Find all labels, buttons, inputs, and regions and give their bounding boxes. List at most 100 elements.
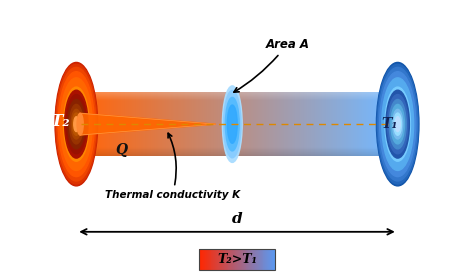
Bar — [97, 92, 98, 156]
Bar — [385, 92, 386, 156]
Bar — [337, 92, 338, 156]
Bar — [247, 249, 249, 270]
Bar — [217, 92, 218, 156]
Bar — [233, 92, 234, 156]
Bar — [224, 249, 225, 270]
Bar — [205, 249, 206, 270]
Ellipse shape — [395, 117, 400, 132]
Bar — [158, 92, 159, 156]
Bar — [147, 92, 148, 156]
Polygon shape — [80, 113, 216, 135]
Bar — [256, 92, 257, 156]
Bar — [274, 92, 275, 156]
Bar — [352, 92, 353, 156]
Bar — [317, 92, 318, 156]
Bar — [217, 249, 219, 270]
Bar — [133, 92, 134, 156]
Bar — [179, 92, 180, 156]
Ellipse shape — [64, 87, 89, 161]
Ellipse shape — [57, 67, 96, 181]
Bar — [194, 92, 195, 156]
Bar — [345, 92, 346, 156]
Bar — [130, 92, 131, 156]
Bar — [210, 249, 212, 270]
Bar — [287, 92, 288, 156]
Bar — [321, 92, 322, 156]
Bar — [92, 92, 93, 156]
Bar — [213, 92, 214, 156]
Bar — [244, 92, 245, 156]
Ellipse shape — [378, 67, 417, 181]
Bar — [228, 249, 230, 270]
Bar — [242, 92, 243, 156]
Bar — [102, 92, 103, 156]
Bar — [355, 92, 356, 156]
Bar — [300, 92, 301, 156]
Bar — [264, 249, 265, 270]
Bar — [251, 92, 252, 156]
Bar — [145, 92, 146, 156]
Bar — [180, 92, 181, 156]
Bar — [153, 92, 155, 156]
Text: Q: Q — [115, 143, 128, 157]
Bar — [169, 92, 171, 156]
Bar — [299, 92, 300, 156]
Bar — [151, 92, 152, 156]
Bar — [252, 249, 254, 270]
Bar — [288, 92, 290, 156]
Bar — [96, 92, 97, 156]
Bar — [197, 92, 198, 156]
Bar — [225, 249, 226, 270]
Bar — [95, 92, 96, 156]
Bar — [155, 92, 156, 156]
Bar — [230, 249, 232, 270]
Ellipse shape — [55, 63, 98, 186]
Bar — [234, 92, 235, 156]
Bar — [199, 249, 275, 270]
Bar — [117, 92, 118, 156]
Bar — [192, 92, 194, 156]
Bar — [238, 92, 239, 156]
Bar — [160, 92, 161, 156]
Bar — [306, 92, 307, 156]
Bar — [171, 92, 172, 156]
Bar — [243, 92, 244, 156]
Bar — [249, 92, 250, 156]
Bar — [257, 249, 258, 270]
Bar — [187, 92, 188, 156]
Bar — [259, 92, 260, 156]
Bar — [356, 92, 357, 156]
Bar — [86, 154, 388, 155]
Bar — [254, 249, 255, 270]
Ellipse shape — [386, 90, 410, 158]
Bar — [163, 92, 164, 156]
Bar — [159, 92, 160, 156]
Ellipse shape — [391, 104, 404, 144]
Text: Thermal conductivity K: Thermal conductivity K — [105, 133, 240, 200]
Bar — [172, 92, 173, 156]
Bar — [234, 249, 236, 270]
Bar — [371, 92, 372, 156]
Bar — [143, 92, 144, 156]
Bar — [89, 92, 90, 156]
Bar — [231, 92, 232, 156]
Text: T₁: T₁ — [381, 117, 397, 131]
Bar — [308, 92, 309, 156]
Bar — [272, 92, 273, 156]
Bar — [103, 92, 104, 156]
Bar — [174, 92, 175, 156]
Bar — [313, 92, 314, 156]
Bar — [380, 92, 381, 156]
Bar — [105, 92, 106, 156]
Bar — [121, 92, 122, 156]
Bar — [318, 92, 319, 156]
Bar — [339, 92, 340, 156]
Bar — [332, 92, 333, 156]
Bar — [258, 249, 259, 270]
Bar — [168, 92, 169, 156]
Bar — [386, 92, 387, 156]
Bar — [206, 92, 207, 156]
Bar — [161, 92, 163, 156]
Bar — [262, 92, 263, 156]
Bar — [365, 92, 366, 156]
